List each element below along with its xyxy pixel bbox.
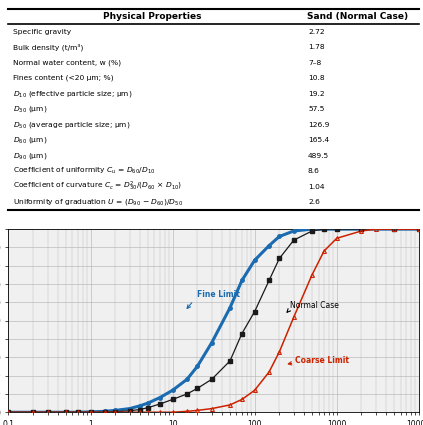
Text: Fines content (<20 μm; %): Fines content (<20 μm; %) [13, 75, 113, 82]
Text: $D_{50}$ (average particle size; μm): $D_{50}$ (average particle size; μm) [13, 120, 130, 130]
Text: 1.78: 1.78 [308, 44, 324, 50]
Text: 489.5: 489.5 [308, 153, 329, 159]
Text: $D_{60}$ (μm): $D_{60}$ (μm) [13, 135, 47, 145]
Text: Fine Limit: Fine Limit [197, 290, 240, 299]
Text: Coefficient of uniformity $C_{u}$ = $D_{60}$/$D_{10}$: Coefficient of uniformity $C_{u}$ = $D_{… [13, 166, 155, 176]
Text: $D_{10}$ (effective particle size; μm): $D_{10}$ (effective particle size; μm) [13, 89, 132, 99]
Text: 19.2: 19.2 [308, 91, 324, 97]
Text: 1.04: 1.04 [308, 184, 324, 190]
Text: Sand (Normal Case): Sand (Normal Case) [307, 12, 408, 21]
Text: 2.6: 2.6 [308, 199, 320, 205]
Text: 57.5: 57.5 [308, 106, 324, 112]
Text: 8.6: 8.6 [308, 168, 320, 174]
Text: $D_{90}$ (μm): $D_{90}$ (μm) [13, 151, 47, 161]
Text: $D_{30}$ (μm): $D_{30}$ (μm) [13, 104, 47, 114]
Text: Normal water content, w (%): Normal water content, w (%) [13, 60, 121, 66]
Text: 2.72: 2.72 [308, 29, 324, 35]
Text: 10.8: 10.8 [308, 75, 324, 81]
Text: Physical Properties: Physical Properties [103, 12, 201, 21]
Text: Coefficient of curvature $C_{c}$ = $D^{2}_{30}$/$({D_{60}}$ × $D_{10}$): Coefficient of curvature $C_{c}$ = $D^{2… [13, 180, 182, 193]
Text: Bulk density (t/m³): Bulk density (t/m³) [13, 43, 83, 51]
Text: 126.9: 126.9 [308, 122, 330, 127]
Text: Specific gravity: Specific gravity [13, 29, 71, 35]
Text: Uniformity of graduation $U$ = ($D_{90}$ − $D_{60}$)/$D_{50}$: Uniformity of graduation $U$ = ($D_{90}$… [13, 197, 183, 207]
Text: 7–8: 7–8 [308, 60, 321, 66]
Text: Normal Case: Normal Case [290, 301, 339, 310]
Text: Coarse Limit: Coarse Limit [295, 356, 349, 365]
Text: 165.4: 165.4 [308, 137, 329, 143]
